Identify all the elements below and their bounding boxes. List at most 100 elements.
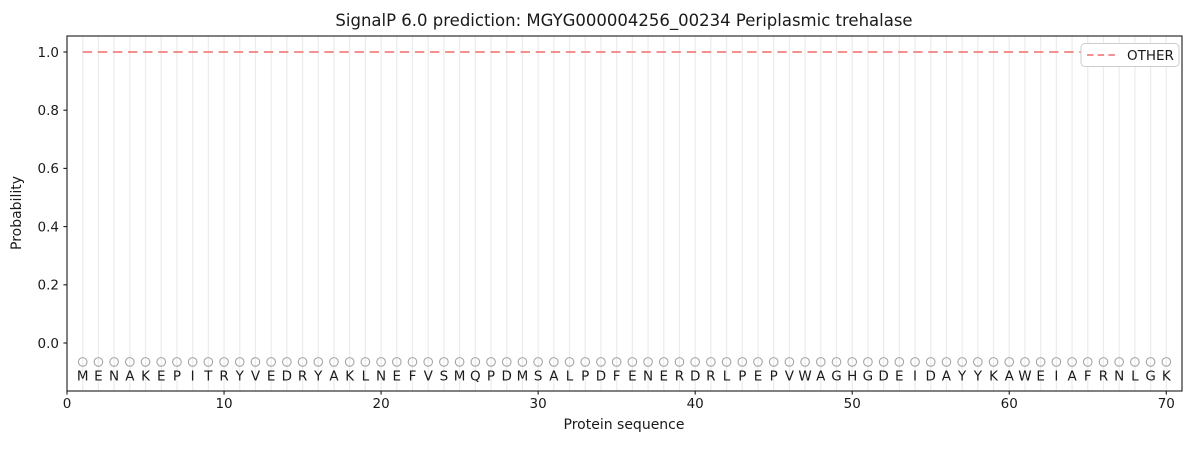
residue-letter: S [440, 369, 449, 385]
residue-marker [753, 357, 763, 367]
residue-letter: M [517, 369, 529, 385]
residue-letter: K [1162, 369, 1172, 385]
residue-letter: K [141, 369, 151, 385]
residue-marker [297, 357, 308, 367]
residue-letter: E [393, 369, 402, 385]
x-tick-label: 40 [687, 396, 704, 412]
chart-title: SignalP 6.0 prediction: MGYG000004256_00… [335, 11, 912, 31]
residue-marker [376, 357, 386, 367]
residue-marker [234, 357, 245, 367]
residue-letter: D [926, 369, 936, 385]
legend-box [1080, 43, 1180, 67]
residue-letter: R [706, 369, 715, 385]
residue-marker [1067, 357, 1077, 367]
x-tick-label: 20 [372, 396, 389, 412]
residue-letter: A [1005, 369, 1015, 385]
residue-marker [596, 357, 606, 367]
residue-marker [910, 357, 920, 367]
residue-marker [643, 357, 653, 367]
residue-letter: N [376, 369, 386, 385]
residue-marker [1098, 357, 1109, 367]
residue-marker [1114, 357, 1125, 367]
residue-letter: E [754, 369, 763, 385]
residue-letter: A [942, 369, 952, 385]
residue-marker [548, 357, 559, 367]
residue-marker [690, 357, 701, 367]
residue-marker [737, 357, 748, 367]
residue-marker [360, 357, 371, 367]
residue-marker [156, 357, 167, 367]
residue-letter: N [643, 369, 653, 385]
residue-marker [77, 357, 88, 367]
residue-letter: D [878, 369, 888, 385]
residue-letter: A [1067, 369, 1077, 385]
residue-letter: D [690, 369, 700, 385]
residue-letter: R [1099, 369, 1108, 385]
residue-marker [140, 357, 151, 367]
residue-marker [988, 357, 999, 367]
residue-marker [925, 357, 936, 367]
residue-letter: E [1036, 369, 1045, 385]
residue-marker [517, 357, 528, 367]
residue-marker [344, 357, 355, 367]
residue-letter: L [362, 369, 370, 385]
residue-letter: V [424, 369, 434, 385]
residue-letter: Y [235, 369, 245, 385]
y-tick-label: 0.8 [38, 103, 59, 119]
residue-marker [658, 357, 669, 367]
residue-letter: Y [957, 369, 967, 385]
residue-marker [533, 357, 543, 367]
gridlines-layer [82, 36, 1167, 391]
residue-letter: E [94, 369, 103, 385]
residue-letter: A [549, 369, 559, 385]
residue-letter: G [831, 369, 841, 385]
residue-letter: V [251, 369, 261, 385]
residue-marker [972, 357, 983, 367]
residue-letter: I [191, 369, 195, 385]
residue-marker [109, 357, 119, 367]
residue-letter: V [785, 369, 795, 385]
y-tick-label: 0.6 [38, 161, 59, 177]
y-tick-label: 0.2 [38, 278, 59, 294]
residue-marker [250, 357, 261, 367]
residue-marker [580, 357, 591, 367]
residue-letter: E [628, 369, 637, 385]
residue-marker [486, 357, 496, 367]
residue-marker [1051, 357, 1062, 367]
residue-marker [282, 357, 292, 367]
residue-marker [1082, 357, 1093, 367]
residue-letter: P [173, 369, 181, 385]
y-tick-label: 0.0 [38, 336, 59, 352]
residue-letter: H [847, 369, 857, 385]
residue-letter: M [77, 369, 89, 385]
residue-marker [941, 357, 952, 367]
residue-letter: D [596, 369, 606, 385]
residue-marker [815, 357, 826, 367]
residue-marker [1004, 357, 1015, 367]
residue-letter: W [798, 369, 811, 385]
residue-marker [470, 357, 481, 367]
x-tick-label: 50 [844, 396, 861, 412]
residue-letter: L [723, 369, 731, 385]
x-tick-label: 30 [530, 396, 547, 412]
residue-marker [407, 357, 418, 367]
x-tick-label: 70 [1158, 396, 1175, 412]
residue-marker [313, 357, 324, 367]
residue-marker [674, 357, 685, 367]
residue-letter: F [613, 369, 621, 385]
residue-marker [187, 357, 198, 367]
legend-entry-label: OTHER [1127, 48, 1174, 64]
residue-letter: P [738, 369, 746, 385]
y-tick-label: 0.4 [38, 219, 59, 235]
residue-letter: E [157, 369, 166, 385]
residue-marker [203, 357, 214, 367]
x-tick-label: 0 [63, 396, 72, 412]
residue-marker [329, 357, 339, 367]
residue-letter: A [816, 369, 826, 385]
x-tick-label: 60 [1001, 396, 1018, 412]
residue-marker [439, 357, 449, 367]
residue-marker [172, 357, 182, 367]
residue-letter: D [282, 369, 292, 385]
residue-letter: I [913, 369, 917, 385]
